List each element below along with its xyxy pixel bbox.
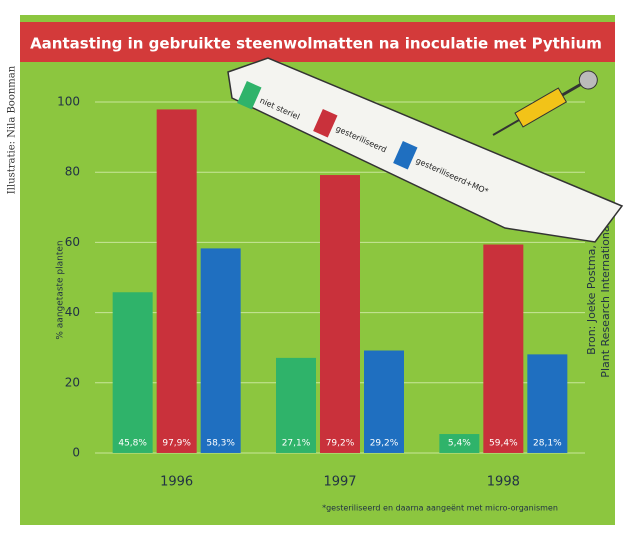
value-label: 29,2%: [370, 438, 399, 448]
legend-swatch: [313, 109, 338, 138]
chart-title: Aantasting in gebruikte steenwolmatten n…: [30, 35, 602, 53]
x-tick-label: 1997: [323, 475, 356, 490]
bar: [156, 109, 197, 453]
bar: [276, 357, 316, 453]
y-tick-label: 0: [72, 445, 80, 459]
bar: [112, 292, 153, 453]
legend-swatch: [393, 141, 418, 170]
value-label: 58,3%: [206, 438, 235, 448]
x-tick-label: 1998: [487, 475, 520, 490]
footnote: *gesteriliseerd en daarna aangeënt met m…: [322, 504, 558, 513]
y-axis-label: % aangetaste planten: [56, 240, 66, 339]
y-tick-label: 100: [57, 95, 80, 109]
y-tick-label: 40: [65, 305, 80, 319]
bars: 1996 45,8% 97,9% 58,3% 1997 27,1% 79,2% 29,2% 19…: [112, 109, 568, 490]
y-tick-label: 20: [65, 375, 80, 389]
y-tick-label: 80: [65, 165, 80, 179]
value-label: 97,9%: [162, 438, 191, 448]
syringe: [492, 70, 598, 136]
value-label: 59,4%: [489, 438, 518, 448]
value-label: 27,1%: [282, 438, 311, 448]
y-tick-label: 60: [65, 235, 80, 249]
mat-illustration: [227, 57, 624, 243]
bar: [439, 434, 480, 453]
bar: [483, 244, 524, 453]
bar: [320, 175, 360, 453]
bar: [200, 248, 241, 453]
bar: [364, 350, 404, 453]
value-label: 5,4%: [448, 438, 471, 448]
legend-swatch: [237, 81, 262, 110]
value-label: 28,1%: [533, 438, 562, 448]
value-label: 79,2%: [326, 438, 355, 448]
x-tick-label: 1996: [160, 475, 193, 490]
source: Plant Research International: [599, 222, 612, 377]
title-banner: [20, 22, 615, 62]
credit: Illustratie: Nila Boonman: [7, 65, 18, 194]
source: Bron: Joeke Postma,: [585, 245, 598, 355]
value-label: 45,8%: [118, 438, 147, 448]
bar: [527, 354, 568, 453]
